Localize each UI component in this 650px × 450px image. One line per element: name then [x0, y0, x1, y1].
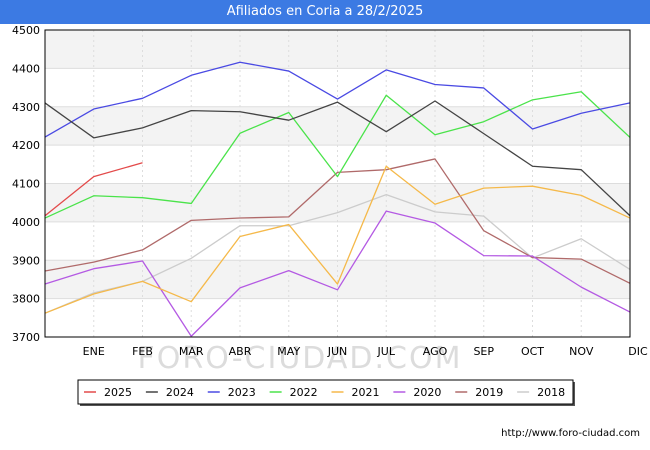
- watermark: FORO-CIUDAD.COM: [138, 341, 463, 376]
- y-axis-ticks: 3700 3800 3900 4000 4100 4200 4300 4400 4500: [12, 24, 40, 344]
- legend-label-2025: 2025: [104, 386, 132, 399]
- series-lines: [44, 61, 631, 337]
- series-line-2023: [44, 61, 631, 138]
- source-url[interactable]: http://www.foro-ciudad.com: [501, 428, 640, 439]
- series-line-2025: [44, 162, 143, 217]
- legend-label-2022: 2022: [290, 386, 318, 399]
- x-tick-label: DIC: [628, 345, 648, 358]
- legend-label-2019: 2019: [475, 386, 503, 399]
- series-line-2021: [44, 165, 631, 314]
- legend-label-2024: 2024: [166, 386, 194, 399]
- y-tick-label: 4000: [12, 216, 40, 229]
- x-tick-label: MAR: [179, 345, 204, 358]
- grid-lines: [45, 29, 631, 338]
- legend-label-2018: 2018: [537, 386, 565, 399]
- series-line-2020: [44, 210, 631, 337]
- legend-label-2023: 2023: [228, 386, 256, 399]
- series-line-2022: [44, 91, 631, 219]
- series-line-2019: [44, 158, 631, 284]
- chart-title: Afiliados en Coria a 28/2/2025: [0, 0, 650, 24]
- legend-box: [77, 379, 574, 405]
- x-tick-label: FEB: [132, 345, 153, 358]
- y-tick-label: 4300: [12, 101, 40, 114]
- legend-label-2021: 2021: [352, 386, 380, 399]
- x-tick-label: SEP: [473, 345, 494, 358]
- x-tick-label: NOV: [569, 345, 594, 358]
- y-tick-label: 3900: [12, 254, 40, 267]
- x-tick-label: ABR: [229, 345, 252, 358]
- y-tick-label: 3700: [12, 331, 40, 344]
- x-tick-label: OCT: [521, 345, 544, 358]
- y-tick-label: 4200: [12, 139, 40, 152]
- y-tick-label: 3800: [12, 293, 40, 306]
- x-tick-label: ENE: [83, 345, 105, 358]
- x-tick-label: JUL: [377, 345, 396, 358]
- y-tick-label: 4500: [12, 24, 40, 37]
- legend-label-2020: 2020: [413, 386, 441, 399]
- y-tick-label: 4100: [12, 178, 40, 191]
- x-tick-label: AGO: [423, 345, 448, 358]
- x-axis-ticks: ENE FEB MAR ABR MAY JUN JUL AGO SEP OCT NOV DIC: [83, 345, 648, 358]
- x-tick-label: MAY: [277, 345, 300, 358]
- x-tick-label: JUN: [327, 345, 348, 358]
- y-tick-label: 4400: [12, 62, 40, 75]
- series-line-2024: [44, 100, 631, 217]
- plot-border: [44, 29, 631, 338]
- legend: 2025 2024 2023 2022 2021 2020 2019 2018: [77, 379, 575, 406]
